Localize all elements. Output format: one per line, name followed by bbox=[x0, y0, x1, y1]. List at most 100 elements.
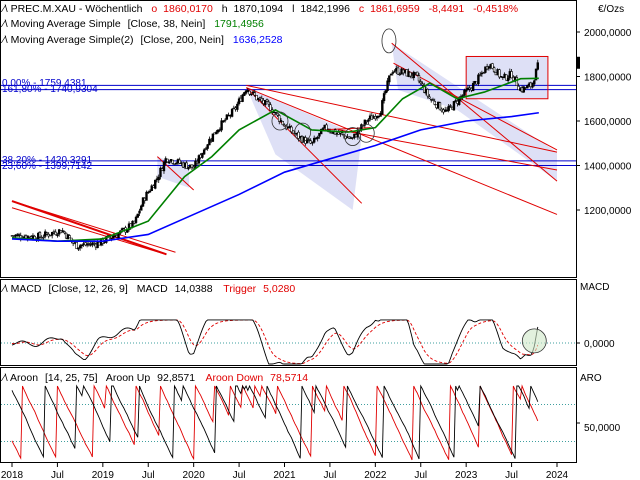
x-tick-label-4: 2020 bbox=[183, 470, 206, 480]
pattern-ellipse-1 bbox=[294, 122, 312, 142]
candle-body bbox=[297, 131, 300, 139]
candle-body bbox=[223, 119, 227, 122]
candle-body bbox=[168, 161, 171, 164]
interval-sep: - bbox=[79, 3, 85, 15]
trend-lines bbox=[11, 42, 558, 256]
change-value: -8,4491 bbox=[429, 3, 465, 15]
candle-body bbox=[202, 149, 206, 155]
axes: 1200,0000 1400,0000 1600,0000 1800,0000 2000… bbox=[1, 28, 632, 480]
candle-body bbox=[492, 67, 496, 73]
candle-body bbox=[416, 71, 419, 76]
candle-body bbox=[307, 139, 311, 141]
candle-body bbox=[319, 128, 323, 135]
candle-body bbox=[225, 114, 229, 120]
macd-title: MACD bbox=[11, 283, 42, 295]
candle-body bbox=[50, 231, 54, 236]
candle-body bbox=[431, 99, 435, 101]
candle-body bbox=[42, 236, 45, 239]
interval: Wöchentlich bbox=[85, 3, 142, 15]
header-line: ⁄\ PREC.M.XAU - Wöchentlich o 1860,0170 … bbox=[0, 3, 518, 15]
aroon-down-value: 78,5714 bbox=[270, 372, 308, 384]
candle-body bbox=[347, 136, 351, 139]
trend-line-7 bbox=[245, 87, 363, 204]
sma200-line bbox=[11, 111, 539, 242]
o-label: o bbox=[151, 3, 157, 15]
pattern-ellipse-2 bbox=[344, 127, 362, 146]
symbol: PREC.M.XAU bbox=[11, 3, 76, 15]
aroon-up-line bbox=[11, 384, 539, 460]
candle-body bbox=[381, 100, 384, 115]
legend-sma38-value: 1791,4956 bbox=[214, 18, 264, 30]
aroon-axis-label: ARO bbox=[580, 373, 602, 384]
candle-body bbox=[84, 242, 87, 246]
candle-body bbox=[318, 132, 321, 137]
fib-label-0: 0,00% - 1759,4381 bbox=[2, 78, 87, 89]
candle-body bbox=[162, 161, 166, 172]
candle-body bbox=[379, 112, 382, 117]
candle-body bbox=[388, 75, 391, 83]
candle-body bbox=[351, 137, 354, 139]
aroon-panel-frame bbox=[0, 367, 577, 463]
c-value: 1861,6959 bbox=[370, 3, 420, 15]
y-tick-label-1200: 1200,0000 bbox=[584, 206, 632, 217]
candle-body bbox=[136, 213, 139, 218]
fib-label-1: 161,80% - 1740,9304 bbox=[2, 84, 98, 95]
legend-sma200-icon-text: ⁄\ bbox=[0, 34, 8, 46]
candle-body bbox=[526, 85, 529, 89]
candle-body bbox=[216, 129, 220, 133]
trend-line-3 bbox=[246, 87, 558, 215]
trigger-label: Trigger bbox=[223, 283, 256, 295]
candle-body bbox=[87, 243, 91, 245]
trigger-value: 5,0280 bbox=[263, 283, 295, 295]
candle-body bbox=[290, 126, 293, 133]
candle-body bbox=[265, 98, 269, 102]
trend-line-thick bbox=[11, 200, 167, 256]
candle-body bbox=[463, 89, 466, 96]
legend-sma200-params: [Close, 200, Nein] bbox=[140, 34, 224, 46]
legend-sma38-params: [Close, 38, Nein] bbox=[128, 18, 206, 30]
aroon-header-icon-text: ⁄\ bbox=[0, 372, 8, 384]
candle-body bbox=[145, 191, 148, 201]
x-tick-label-11: Jul bbox=[505, 470, 518, 480]
y-tick-label-1400: 1400,0000 bbox=[584, 162, 632, 173]
candle-body bbox=[208, 138, 211, 146]
candle-body bbox=[498, 69, 501, 78]
legend-sma200-label: Moving Average Simple(2) bbox=[11, 34, 134, 46]
candle-body bbox=[56, 234, 59, 237]
candle-body bbox=[325, 124, 328, 131]
macd-line bbox=[11, 319, 539, 365]
candle-body bbox=[447, 105, 450, 111]
candle-body bbox=[204, 148, 208, 150]
candle-body bbox=[396, 67, 400, 75]
candle-body bbox=[426, 89, 429, 97]
candle-body bbox=[206, 144, 209, 149]
macd-params: [Close, 12, 26, 9] bbox=[48, 283, 127, 295]
candle-body bbox=[316, 136, 319, 139]
candle-body bbox=[491, 63, 494, 69]
pattern-ellipse-3 bbox=[357, 123, 375, 143]
candle-body bbox=[154, 179, 157, 189]
candle-body bbox=[367, 119, 370, 122]
candle-body bbox=[522, 86, 526, 93]
trend-line-4 bbox=[338, 129, 558, 171]
candle-body bbox=[211, 133, 215, 142]
x-tick-label-3: Jul bbox=[142, 470, 155, 480]
last-price-marker bbox=[577, 56, 580, 69]
candle-body bbox=[536, 62, 539, 70]
candle-body bbox=[471, 83, 475, 92]
candle-body bbox=[363, 119, 367, 126]
aroon-lines bbox=[1, 384, 576, 461]
macd-value: 14,0388 bbox=[175, 283, 213, 295]
fib-label-3: 23,60% - 1399,7142 bbox=[2, 161, 93, 172]
legend-sma200-value: 1636,2528 bbox=[233, 34, 283, 46]
candle-body bbox=[417, 75, 421, 82]
legend-sma200: ⁄\ Moving Average Simple(2) [Close, 200,… bbox=[0, 34, 283, 46]
candle-body bbox=[531, 82, 534, 88]
candle-body bbox=[244, 90, 248, 94]
candle-body bbox=[138, 210, 141, 214]
candle-body bbox=[421, 83, 424, 86]
y-unit-label: €/Ozs bbox=[598, 4, 624, 15]
candle-body bbox=[194, 160, 197, 168]
fib-label-2: 38,20% - 1420,3291 bbox=[2, 155, 93, 166]
c-label: c bbox=[359, 3, 364, 15]
